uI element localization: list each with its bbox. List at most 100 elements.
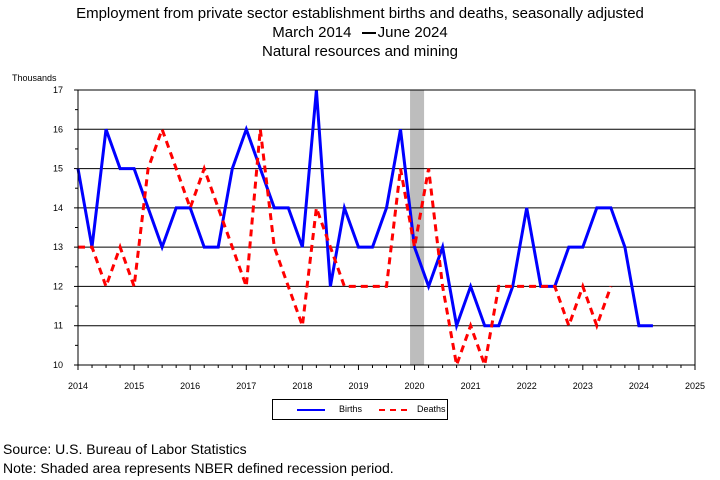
data-point-deaths-9 bbox=[204, 168, 205, 169]
data-point-deaths-4 bbox=[134, 286, 135, 287]
data-point-births-4 bbox=[134, 168, 135, 169]
data-point-deaths-28 bbox=[470, 325, 471, 326]
data-point-deaths-20 bbox=[358, 286, 359, 287]
legend-item-births: Births bbox=[281, 400, 363, 419]
data-point-deaths-30 bbox=[498, 286, 499, 287]
subtitle-end: June 2024 bbox=[377, 24, 448, 41]
y-tick-label-10: 10 bbox=[53, 360, 63, 370]
data-point-deaths-37 bbox=[596, 325, 597, 326]
data-point-deaths-10 bbox=[218, 207, 219, 208]
data-point-deaths-7 bbox=[176, 168, 177, 169]
data-point-deaths-19 bbox=[344, 286, 345, 287]
chart-title: Employment from private sector establish… bbox=[76, 5, 644, 22]
data-point-deaths-18 bbox=[330, 247, 331, 248]
series-line-births bbox=[76, 89, 653, 332]
x-tick-label-2015: 2015 bbox=[124, 381, 144, 391]
data-point-births-23 bbox=[400, 129, 401, 130]
data-point-births-22 bbox=[386, 207, 387, 208]
data-point-births-28 bbox=[470, 286, 471, 287]
data-point-deaths-23 bbox=[400, 168, 401, 169]
data-point-deaths-14 bbox=[274, 247, 275, 248]
data-point-births-10 bbox=[218, 247, 219, 248]
data-point-births-15 bbox=[288, 207, 289, 208]
legend-item-deaths: Deaths bbox=[369, 400, 449, 419]
data-point-deaths-6 bbox=[162, 129, 163, 130]
subtitle-line-swatch bbox=[361, 32, 376, 35]
data-point-births-11 bbox=[232, 168, 233, 169]
y-tick-label-13: 13 bbox=[53, 242, 63, 252]
data-point-births-35 bbox=[568, 247, 569, 248]
data-point-births-13 bbox=[260, 168, 261, 169]
data-point-births-39 bbox=[624, 247, 625, 248]
y-tick-label-15: 15 bbox=[53, 164, 63, 174]
source-note: Source: U.S. Bureau of Labor Statistics bbox=[3, 441, 247, 457]
data-point-births-32 bbox=[526, 207, 527, 208]
data-point-births-37 bbox=[596, 207, 597, 208]
series-layer bbox=[76, 89, 653, 371]
legend-label-deaths: Deaths bbox=[417, 404, 446, 414]
data-point-deaths-26 bbox=[442, 286, 443, 287]
x-tick-label-2022: 2022 bbox=[517, 381, 537, 391]
x-tick-label-2025: 2025 bbox=[685, 381, 705, 391]
data-point-births-26 bbox=[442, 247, 443, 248]
data-point-births-20 bbox=[358, 247, 359, 248]
data-point-births-29 bbox=[484, 325, 485, 326]
data-point-deaths-24 bbox=[414, 247, 415, 248]
x-tick-label-2014: 2014 bbox=[68, 381, 88, 391]
legend-label-births: Births bbox=[339, 404, 363, 414]
y-tick-label-11: 11 bbox=[54, 321, 63, 331]
data-point-deaths-21 bbox=[372, 286, 373, 287]
chart-legend: Births Deaths bbox=[272, 399, 448, 420]
data-point-deaths-36 bbox=[582, 286, 583, 287]
data-point-births-19 bbox=[344, 207, 345, 208]
data-point-births-2 bbox=[106, 129, 107, 130]
x-tick-label-2021: 2021 bbox=[461, 381, 481, 391]
x-tick-label-2024: 2024 bbox=[629, 381, 649, 391]
subtitle-start: March 2014 bbox=[272, 24, 352, 41]
data-point-births-3 bbox=[120, 168, 121, 169]
data-point-births-16 bbox=[302, 247, 303, 248]
data-point-deaths-32 bbox=[526, 286, 527, 287]
data-point-births-40 bbox=[638, 325, 639, 326]
data-point-births-27 bbox=[456, 325, 457, 326]
data-point-births-38 bbox=[610, 207, 611, 208]
data-point-deaths-5 bbox=[148, 168, 149, 169]
data-point-deaths-33 bbox=[540, 286, 541, 287]
data-point-births-9 bbox=[204, 247, 205, 248]
data-point-deaths-35 bbox=[568, 325, 569, 326]
data-point-births-36 bbox=[582, 247, 583, 248]
axis-layer: 10 11 12 13 14 15 16 17 2014 2015 2016 2017 2018 2019… bbox=[53, 85, 705, 391]
data-point-deaths-22 bbox=[386, 286, 387, 287]
data-point-deaths-15 bbox=[288, 286, 289, 287]
data-point-deaths-3 bbox=[120, 247, 121, 248]
data-point-deaths-2 bbox=[106, 286, 107, 287]
x-tick-label-2016: 2016 bbox=[180, 381, 200, 391]
plot-area-frame bbox=[77, 89, 696, 366]
x-tick-label-2017: 2017 bbox=[236, 381, 256, 391]
data-point-births-30 bbox=[498, 325, 499, 326]
y-tick-label-16: 16 bbox=[53, 124, 63, 134]
data-point-births-41 bbox=[652, 325, 653, 326]
data-point-births-21 bbox=[372, 247, 373, 248]
data-point-deaths-12 bbox=[246, 286, 247, 287]
chart-subtitle-date-range: March 2014 June 2024 bbox=[0, 24, 720, 42]
data-point-deaths-31 bbox=[512, 286, 513, 287]
data-point-deaths-17 bbox=[316, 207, 317, 208]
data-point-deaths-1 bbox=[92, 247, 93, 248]
y-axis-label: Thousands bbox=[12, 73, 57, 83]
data-point-births-5 bbox=[148, 207, 149, 208]
y-tick-label-17: 17 bbox=[53, 85, 63, 95]
legend-swatch-deaths bbox=[379, 409, 407, 411]
x-tick-label-2019: 2019 bbox=[348, 381, 368, 391]
data-point-deaths-25 bbox=[428, 168, 429, 169]
chart-subtitle-industry: Natural resources and mining bbox=[262, 43, 458, 60]
series-line-deaths bbox=[78, 124, 613, 371]
data-point-deaths-16 bbox=[302, 325, 303, 326]
data-point-births-6 bbox=[162, 247, 163, 248]
y-tick-label-14: 14 bbox=[53, 203, 63, 213]
data-point-deaths-38 bbox=[610, 286, 611, 287]
line-chart: 10 11 12 13 14 15 16 17 2014 2015 2016 2017 2018 2019… bbox=[12, 73, 705, 391]
x-tick-label-2018: 2018 bbox=[292, 381, 312, 391]
data-point-deaths-13 bbox=[260, 129, 261, 130]
y-tick-label-12: 12 bbox=[53, 281, 63, 291]
